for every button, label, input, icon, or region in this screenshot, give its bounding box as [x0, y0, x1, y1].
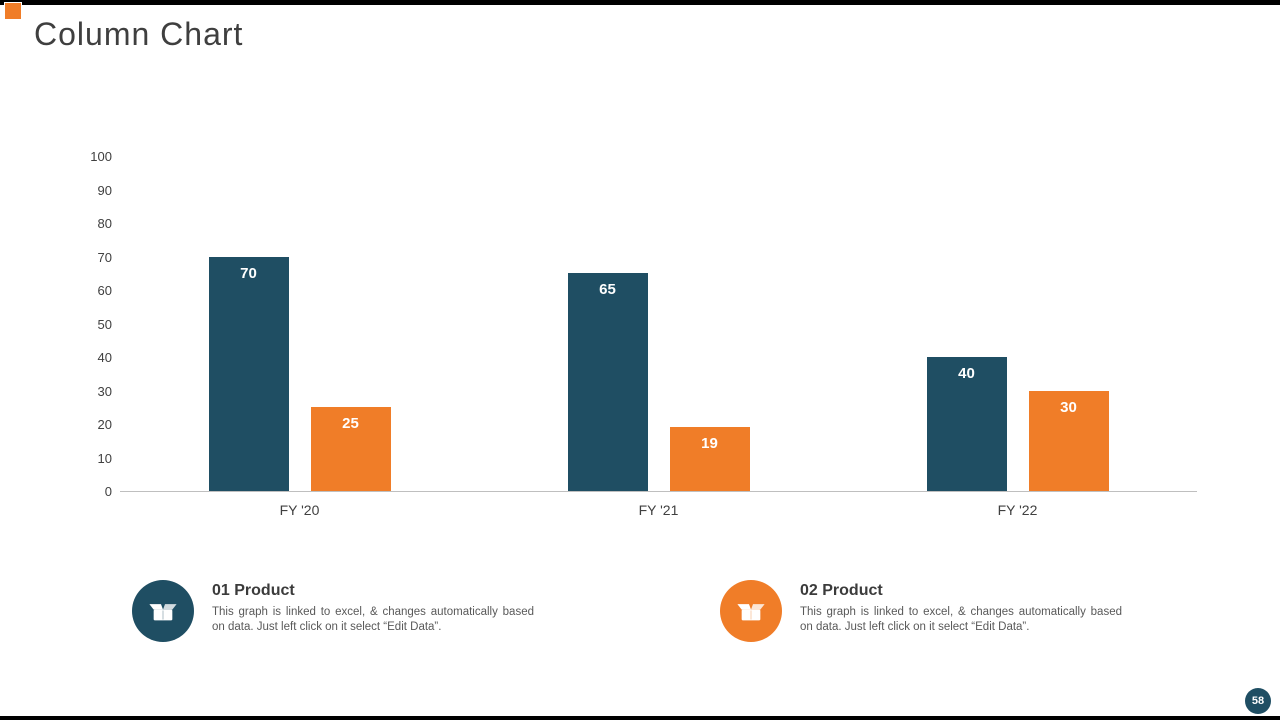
bar-02-product-fy20[interactable]: 25: [310, 407, 391, 491]
plot-area: 70 25 65 19 40 30: [120, 157, 1197, 492]
slide-title: Column Chart: [34, 16, 244, 52]
bar-02-product-fy21[interactable]: 19: [669, 427, 750, 491]
bar-value-label: 30: [1060, 398, 1077, 416]
corner-orange-square: [4, 2, 22, 20]
bar-01-product-fy20[interactable]: 70: [208, 256, 289, 491]
bar-value-label: 65: [599, 281, 616, 299]
y-tick-label: 20: [97, 417, 112, 432]
y-tick-label: 0: [104, 484, 112, 499]
y-axis: 0 10 20 30 40 50 60 70 80 90 100: [70, 149, 112, 499]
y-tick-label: 30: [97, 383, 112, 399]
top-accent-bar: [0, 0, 1280, 5]
callout-title: 01 Product: [212, 582, 295, 599]
callout-title: 02 Product: [800, 582, 883, 599]
bar-value-label: 25: [342, 415, 359, 433]
product-1-open-box-icon: [132, 580, 194, 642]
y-tick-label: 10: [97, 450, 112, 466]
y-tick-label: 100: [90, 149, 112, 164]
bar-01-product-fy22[interactable]: 40: [926, 357, 1007, 491]
x-category-label: FY '21: [638, 502, 679, 518]
y-tick-label: 50: [97, 316, 112, 332]
y-tick-label: 60: [97, 283, 112, 298]
y-tick-label: 40: [97, 350, 112, 365]
page-number-badge: 58: [1245, 688, 1271, 714]
y-tick-label: 70: [97, 249, 112, 265]
x-axis: FY '20 FY '21 FY '22: [120, 492, 1197, 522]
page-number: 58: [1251, 695, 1265, 707]
product-2-open-box-icon: [720, 580, 782, 642]
bar-02-product-fy22[interactable]: 30: [1028, 390, 1109, 491]
y-tick-label: 80: [97, 216, 112, 231]
bottom-accent-bar: [0, 716, 1280, 720]
bar-value-label: 40: [958, 365, 975, 382]
column-chart[interactable]: 0 10 20 30 40 50 60 70 80 90 100 70 25 65 19 40 30 FY '…: [70, 149, 1197, 532]
y-tick-label: 90: [97, 182, 112, 198]
callout-description: This graph is linked to excel, & changes…: [212, 606, 534, 634]
bar-value-label: 19: [701, 435, 718, 453]
bar-value-label: 70: [240, 264, 257, 282]
bar-01-product-fy21[interactable]: 65: [567, 273, 648, 491]
callout-description: This graph is linked to excel, & changes…: [800, 606, 1122, 634]
x-category-label: FY '22: [997, 502, 1038, 518]
x-category-label: FY '20: [279, 502, 320, 518]
